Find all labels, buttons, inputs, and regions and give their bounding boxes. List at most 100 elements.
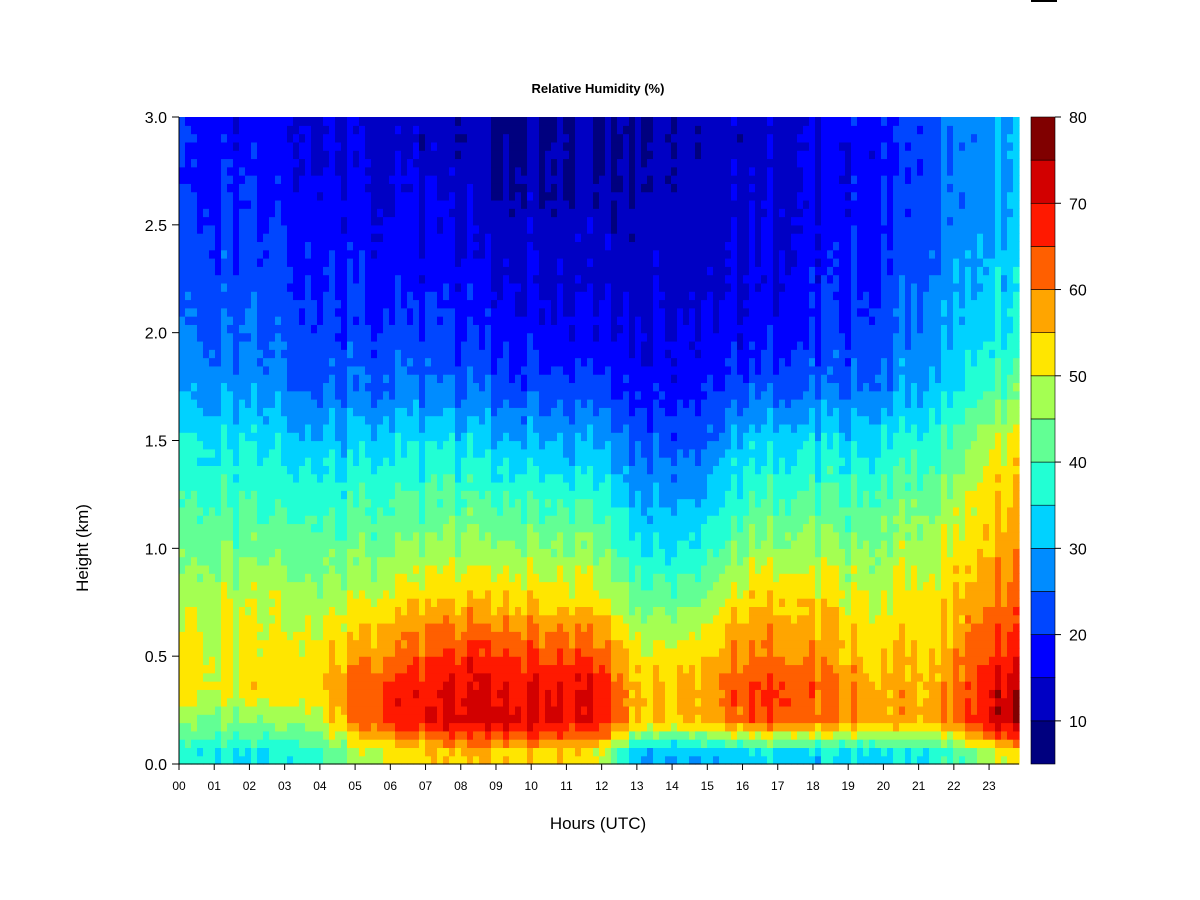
heatmap-cell — [413, 606, 420, 616]
heatmap-cell — [287, 556, 294, 566]
heatmap-cell — [179, 589, 186, 599]
heatmap-cell — [191, 448, 198, 458]
heatmap-cell — [203, 523, 210, 533]
heatmap-cell — [293, 664, 300, 674]
heatmap-cell — [437, 407, 444, 417]
heatmap-cell — [281, 382, 288, 392]
heatmap-cell — [329, 457, 336, 466]
heatmap-cell — [533, 199, 540, 209]
heatmap-cell — [263, 291, 270, 301]
heatmap-cell — [467, 183, 474, 193]
heatmap-cell — [185, 316, 192, 325]
heatmap-cell — [215, 722, 222, 732]
heatmap-cell — [257, 730, 264, 740]
heatmap-cell — [539, 506, 546, 516]
heatmap-cell — [257, 349, 264, 359]
heatmap-cell — [425, 481, 432, 491]
heatmap-cell — [425, 324, 432, 334]
heatmap-cell — [389, 498, 396, 508]
heatmap-cell — [341, 515, 348, 525]
heatmap-cell — [209, 681, 216, 690]
heatmap-cell — [179, 291, 186, 301]
heatmap-cell — [443, 258, 450, 267]
heatmap-cell — [245, 473, 252, 483]
heatmap-cell — [269, 647, 276, 657]
heatmap-cell — [485, 117, 492, 126]
heatmap-cell — [305, 564, 312, 574]
heatmap-cell — [233, 755, 240, 765]
heatmap-cell — [389, 490, 396, 500]
heatmap-cell — [491, 664, 498, 674]
heatmap-cell — [521, 498, 528, 508]
heatmap-cell — [395, 432, 402, 442]
heatmap-cell — [485, 448, 492, 458]
heatmap-cell — [191, 324, 198, 334]
heatmap-cell — [227, 307, 234, 317]
heatmap-cell — [263, 266, 270, 276]
heatmap-cell — [365, 158, 372, 168]
heatmap-cell — [473, 274, 480, 284]
heatmap-cell — [239, 349, 246, 359]
heatmap-cell — [263, 681, 270, 690]
heatmap-cell — [365, 506, 372, 516]
heatmap-cell — [209, 589, 216, 599]
heatmap-cell — [221, 432, 228, 442]
heatmap-cell — [353, 730, 360, 740]
heatmap-cell — [221, 291, 228, 301]
heatmap-cell — [287, 357, 294, 367]
heatmap-cell — [407, 457, 414, 466]
heatmap-cell — [395, 440, 402, 450]
heatmap-cell — [293, 382, 300, 392]
heatmap-cell — [335, 581, 342, 591]
heatmap-cell — [437, 606, 444, 616]
heatmap-cell — [209, 365, 216, 375]
heatmap-cell — [347, 457, 354, 466]
heatmap-cell — [359, 564, 366, 574]
heatmap-cell — [413, 681, 420, 690]
heatmap-cell — [437, 515, 444, 525]
heatmap-cell — [461, 332, 468, 342]
heatmap-cell — [455, 249, 462, 259]
heatmap-cell — [197, 233, 204, 243]
heatmap-cell — [317, 332, 324, 342]
heatmap-cell — [287, 199, 294, 209]
heatmap-cell — [503, 175, 510, 184]
heatmap-cell — [263, 274, 270, 284]
heatmap-cell — [323, 183, 330, 193]
heatmap-cell — [383, 282, 390, 292]
heatmap-cell — [509, 656, 516, 666]
heatmap-cell — [275, 357, 282, 367]
heatmap-cell — [533, 705, 540, 715]
heatmap-cell — [317, 349, 324, 359]
heatmap-cell — [251, 448, 258, 458]
heatmap-cell — [185, 681, 192, 690]
heatmap-cell — [293, 399, 300, 408]
heatmap-cell — [473, 332, 480, 342]
heatmap-cell — [347, 548, 354, 558]
heatmap-cell — [521, 681, 528, 690]
heatmap-cell — [479, 158, 486, 168]
heatmap-cell — [233, 175, 240, 184]
heatmap-cell — [359, 407, 366, 417]
heatmap-cell — [185, 440, 192, 450]
heatmap-cell — [185, 531, 192, 541]
heatmap-cell — [527, 631, 534, 641]
heatmap-cell — [269, 448, 276, 458]
heatmap-cell — [461, 581, 468, 591]
heatmap-cell — [479, 324, 486, 334]
heatmap-cell — [353, 282, 360, 292]
heatmap-cell — [311, 664, 318, 674]
heatmap-cell — [305, 548, 312, 558]
heatmap-cell — [179, 598, 186, 607]
heatmap-cell — [311, 125, 318, 135]
heatmap-cell — [203, 357, 210, 367]
heatmap-cell — [203, 432, 210, 442]
heatmap-cell — [551, 150, 558, 160]
heatmap-cell — [293, 117, 300, 126]
heatmap-cell — [329, 216, 336, 226]
heatmap-cell — [317, 498, 324, 508]
heatmap-cell — [521, 564, 528, 574]
heatmap-cell — [407, 672, 414, 682]
heatmap-cell — [383, 266, 390, 276]
heatmap-cell — [293, 506, 300, 516]
